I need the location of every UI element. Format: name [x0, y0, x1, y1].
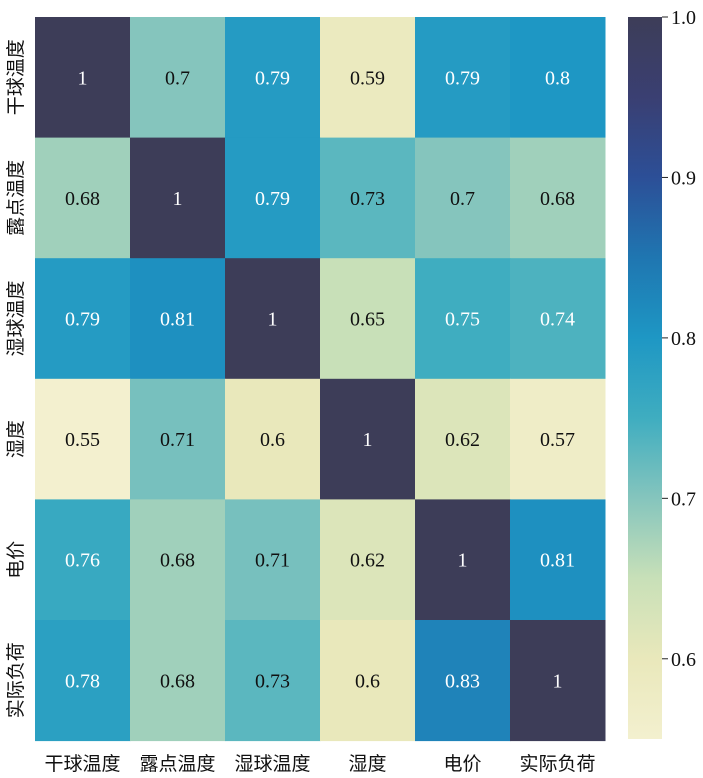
colorbar-tick-label: 0.6: [671, 649, 696, 671]
heatmap-cell: [130, 499, 226, 621]
cell-value-label: 0.59: [350, 67, 385, 89]
cell-value-label: 0.79: [65, 309, 100, 331]
heatmap-cell: [510, 17, 606, 139]
colorbar-tick-label: 0.9: [671, 167, 696, 189]
heatmap-cell: [320, 137, 416, 259]
cell-value-label: 0.73: [350, 188, 385, 210]
cell-value-label: 0.8: [545, 67, 570, 89]
heatmap-cell: [415, 620, 511, 742]
heatmap-cell: [320, 258, 416, 380]
colorbar-ticks: 0.6 0.7 0.8 0.9 1.0: [662, 7, 696, 671]
cell-value-label: 0.83: [445, 670, 480, 692]
heatmap-cell: [225, 258, 321, 380]
heatmap-cell: [320, 17, 416, 139]
cell-value-label: 1: [268, 309, 278, 331]
cell-value-label: 0.68: [160, 670, 195, 692]
x-tick-label: 露点温度: [139, 753, 215, 775]
x-tick-label: 电价: [443, 753, 481, 775]
cell-value-label: 1: [173, 188, 183, 210]
x-axis-labels: 干球温度 露点温度 湿球温度 湿度 电价 实际负荷: [44, 753, 595, 775]
heatmap-cell: [320, 620, 416, 742]
heatmap-cell: [510, 378, 606, 500]
heatmap-cell: [510, 137, 606, 259]
cell-value-label: 0.68: [540, 188, 575, 210]
cell-value-label: 0.81: [540, 550, 575, 572]
heatmap-cell: [225, 137, 321, 259]
heatmap-cell: [510, 499, 606, 621]
heatmap-cell: [225, 17, 321, 139]
cell-value-label: 0.79: [255, 67, 290, 89]
colorbar-gradient: [628, 17, 662, 739]
cell-value-label: 0.71: [160, 429, 195, 451]
heatmap-cell: [225, 499, 321, 621]
cell-value-label: 0.65: [350, 309, 385, 331]
cell-value-label: 0.62: [350, 550, 385, 572]
heatmap-cell: [35, 620, 131, 742]
cell-value-label: 0.75: [445, 309, 480, 331]
cell-value-label: 0.79: [445, 67, 480, 89]
x-tick-label: 湿度: [348, 753, 386, 775]
heatmap-cell: [35, 258, 131, 380]
heatmap-cell: [415, 499, 511, 621]
cell-value-label: 0.79: [255, 188, 290, 210]
heatmap-cell: [130, 17, 226, 139]
heatmap-cells: 1 0.7 0.79 0.59 0.79 0.8 0.68 1 0.79 0.73 0.7 0.68 0…: [35, 17, 606, 742]
cell-value-label: 0.57: [540, 429, 575, 451]
y-tick-label: 干球温度: [5, 39, 27, 115]
heatmap-cell: [130, 258, 226, 380]
cell-value-label: 0.78: [65, 670, 100, 692]
colorbar: 0.6 0.7 0.8 0.9 1.0: [628, 7, 696, 739]
heatmap-cell: [320, 499, 416, 621]
cell-value-label: 0.7: [450, 188, 475, 210]
cell-value-label: 0.7: [165, 67, 190, 89]
cell-value-label: 0.62: [445, 429, 480, 451]
y-tick-label: 电价: [5, 541, 27, 579]
cell-value-label: 0.6: [355, 670, 380, 692]
y-tick-label: 湿球温度: [5, 280, 27, 356]
x-tick-label: 干球温度: [44, 753, 120, 775]
heatmap-cell: [130, 378, 226, 500]
heatmap-cell: [510, 620, 606, 742]
cell-value-label: 0.76: [65, 550, 100, 572]
cell-value-label: 0.68: [160, 550, 195, 572]
heatmap-cell: [35, 137, 131, 259]
x-tick-label: 实际负荷: [519, 753, 595, 775]
colorbar-tick-label: 1.0: [671, 7, 696, 29]
cell-value-label: 0.73: [255, 670, 290, 692]
heatmap-cell: [130, 620, 226, 742]
heatmap-cell: [320, 378, 416, 500]
cell-value-label: 0.81: [160, 309, 195, 331]
colorbar-tick-label: 0.8: [671, 328, 696, 350]
cell-value-label: 0.71: [255, 550, 290, 572]
cell-value-label: 1: [458, 550, 468, 572]
heatmap-cell: [415, 378, 511, 500]
cell-value-label: 1: [363, 429, 373, 451]
cell-value-label: 0.6: [260, 429, 285, 451]
x-tick-label: 湿球温度: [234, 753, 310, 775]
colorbar-tick-label: 0.7: [671, 488, 696, 510]
heatmap-cell: [510, 258, 606, 380]
heatmap-cell: [130, 137, 226, 259]
cell-value-label: 0.55: [65, 429, 100, 451]
heatmap-cell: [35, 378, 131, 500]
heatmap-cell: [35, 499, 131, 621]
y-tick-label: 露点温度: [5, 160, 27, 236]
y-tick-label: 湿度: [5, 420, 27, 458]
heatmap-cell: [225, 378, 321, 500]
cell-value-label: 1: [78, 67, 88, 89]
heatmap-cell: [415, 137, 511, 259]
heatmap-cell: [415, 17, 511, 139]
heatmap-cell: [415, 258, 511, 380]
cell-value-label: 0.68: [65, 188, 100, 210]
cell-value-label: 1: [553, 670, 563, 692]
y-tick-label: 实际负荷: [5, 642, 27, 718]
cell-value-label: 0.74: [540, 309, 575, 331]
heatmap-cell: [35, 17, 131, 139]
heatmap-cell: [225, 620, 321, 742]
